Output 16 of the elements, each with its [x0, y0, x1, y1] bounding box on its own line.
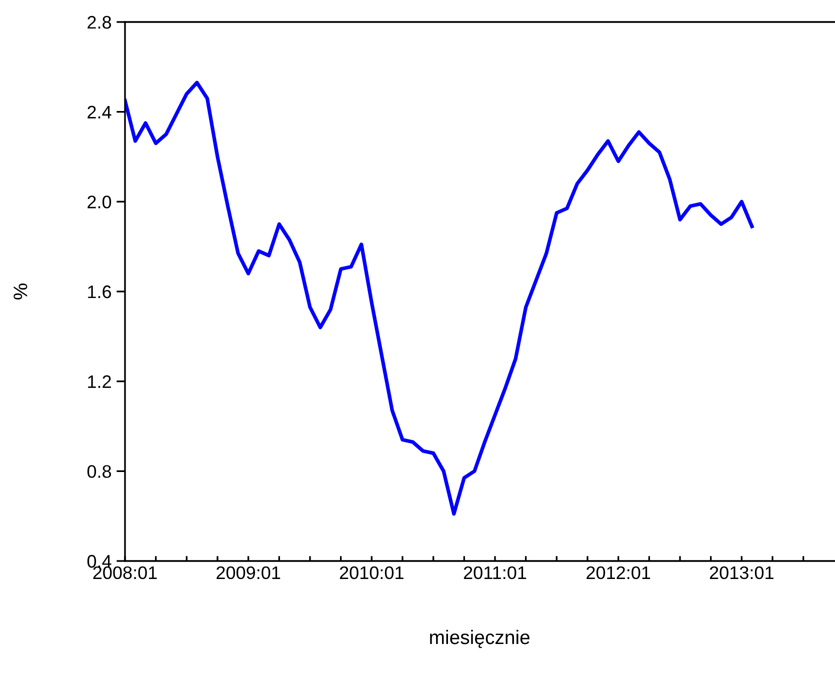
y-tick-label: 1.6	[88, 285, 112, 298]
y-tick-label: 2.0	[88, 196, 112, 208]
x-tick-label: 2009:01	[216, 566, 280, 580]
x-tick-label: 2010:01	[340, 566, 404, 580]
y-tick-label: 2.4	[88, 106, 112, 118]
x-tick-label: 2013:01	[710, 566, 774, 580]
y-axis-title: %	[14, 284, 28, 300]
x-tick-label: 2011:01	[464, 566, 526, 580]
y-tick-label: 0.8	[87, 465, 112, 478]
y-tick-label: 0.4	[87, 554, 112, 568]
x-tick-label: 2012:01	[586, 566, 650, 580]
y-tick-label: 2.8	[88, 16, 112, 29]
line-series	[125, 80, 754, 516]
y-tick-label: 1.2	[88, 375, 111, 388]
x-tick-label: 2008:01	[93, 566, 157, 580]
x-axis-title: miesięcznie	[430, 630, 530, 648]
